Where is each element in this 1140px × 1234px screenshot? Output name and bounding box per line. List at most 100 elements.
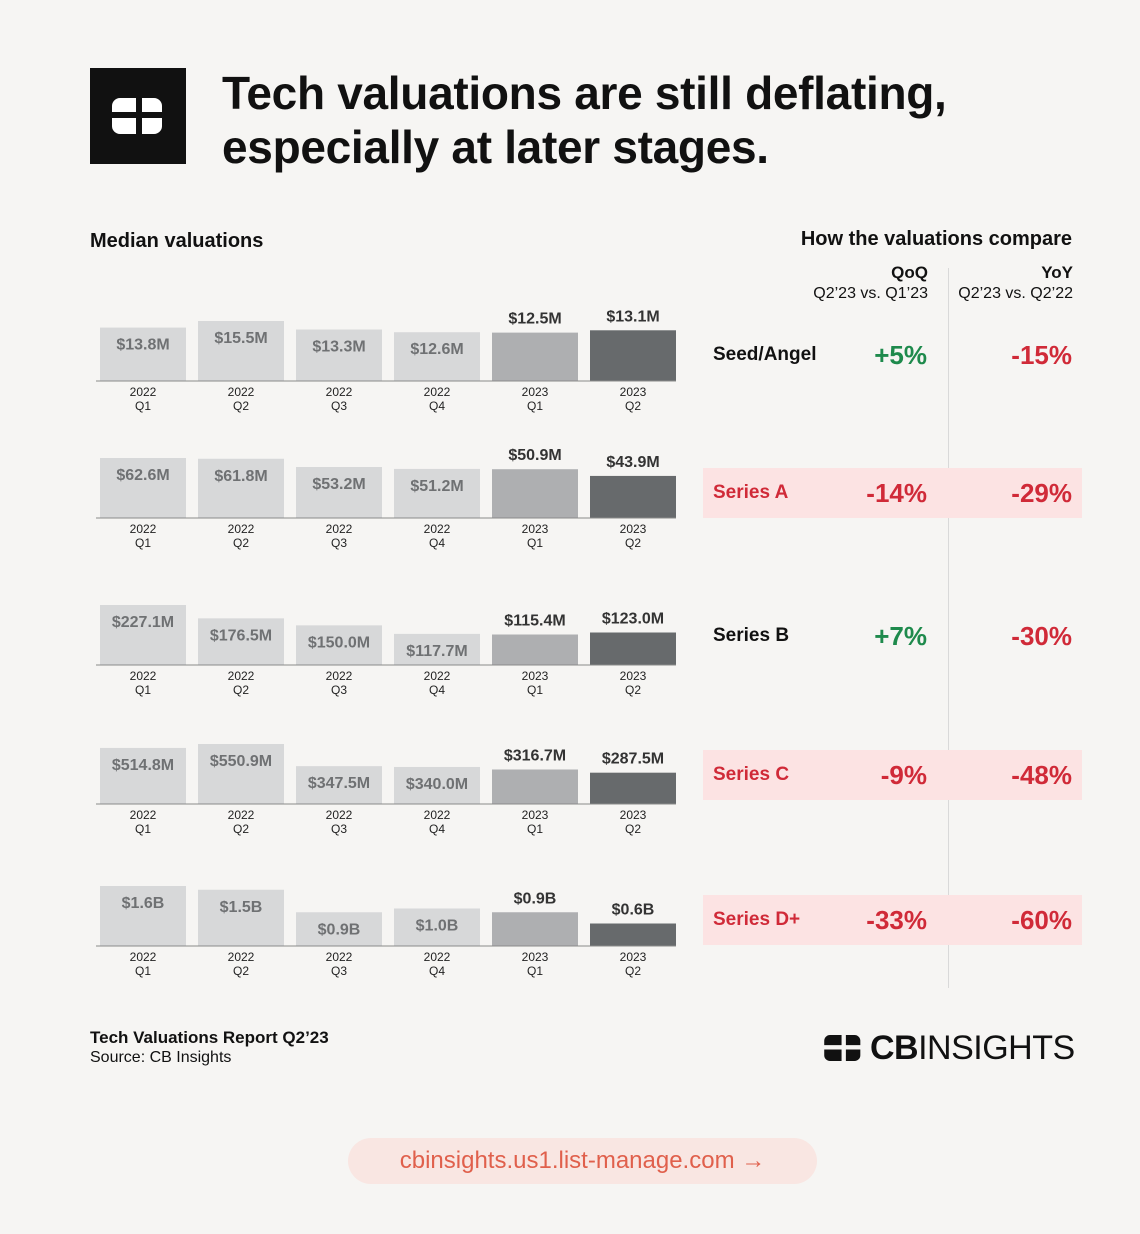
cb-logo-icon (112, 98, 162, 134)
bar-value-label: $51.2M (410, 478, 463, 495)
bar (296, 329, 382, 381)
x-tick-label: 2023 Q1 (522, 950, 549, 978)
bar-value-label: $115.4M (504, 613, 565, 630)
yoy-subtitle: Q2’23 vs. Q2’22 (958, 285, 1073, 302)
brand-rest: INSIGHTS (918, 1028, 1075, 1067)
x-tick-label: 2022 Q2 (228, 808, 255, 836)
bar (198, 889, 284, 946)
x-tick-label: 2023 Q1 (522, 808, 549, 836)
yoy-value: -30% (1011, 621, 1072, 651)
x-tick-label: 2022 Q4 (424, 522, 451, 550)
bar-value-label: $550.9M (210, 753, 272, 770)
stage-label: Series A (713, 482, 789, 503)
stage-label: Series B (713, 625, 790, 646)
bar-value-label: $12.5M (508, 311, 561, 328)
qoq-subtitle: Q2’23 vs. Q1’23 (813, 285, 928, 302)
bar-value-label: $514.8M (112, 757, 174, 774)
bar-value-label: $287.5M (602, 751, 664, 768)
bar-value-label: $0.9B (514, 890, 557, 907)
bar (198, 744, 284, 804)
bar-chart-1: $13.8M 2022 Q1 $15.5M 2022 Q2 $13.3M 2022 Q3 $12.… (96, 308, 676, 413)
bar (100, 605, 186, 665)
yoy-title: YoY (1041, 263, 1073, 282)
cb-brand-icon (824, 1035, 861, 1061)
compare-heading: How the valuations compare (800, 228, 1072, 250)
bar (100, 458, 186, 518)
newsletter-link[interactable]: cbinsights.us1.list-manage.com → (348, 1138, 817, 1184)
bar-chart-5: $1.6B 2022 Q1 $1.5B 2022 Q2 $0.9B 2022 Q3 $1.0B 20… (96, 886, 676, 978)
bar-value-label: $1.6B (122, 895, 165, 912)
stage-label: Series D+ (713, 909, 801, 930)
bar-value-label: $15.5M (214, 330, 267, 347)
bar-value-label: $340.0M (406, 776, 468, 793)
column-divider (948, 268, 949, 988)
qoq-value: -9% (880, 760, 927, 790)
bar-chart-2: $62.6M 2022 Q1 $61.8M 2022 Q2 $53.2M 2022 Q3 $51.… (96, 447, 676, 550)
bar-value-label: $347.5M (308, 775, 370, 792)
yoy-value: -29% (1011, 478, 1072, 508)
bar-value-label: $13.8M (116, 337, 169, 354)
bar (492, 634, 578, 665)
cb-insights-logo: CBINSIGHTS (824, 1028, 1075, 1068)
x-tick-label: 2023 Q1 (522, 669, 549, 697)
compare-row-series-a: Series A -14% -29% (703, 468, 1082, 518)
bar-value-label: $62.6M (116, 467, 169, 484)
bar (590, 475, 676, 518)
qoq-value: +7% (874, 621, 927, 651)
bar-value-label: $43.9M (606, 454, 659, 471)
yoy-value: -60% (1011, 905, 1072, 935)
bar-chart-4: $514.8M 2022 Q1 $550.9M 2022 Q2 $347.5M 2022 Q3 $… (96, 744, 676, 836)
bar (198, 618, 284, 665)
bar (394, 766, 480, 804)
qoq-value: -33% (866, 905, 927, 935)
x-tick-label: 2022 Q4 (424, 669, 451, 697)
bar (296, 467, 382, 518)
bar (296, 766, 382, 804)
bar (492, 469, 578, 518)
bar (590, 772, 676, 804)
x-tick-label: 2023 Q2 (620, 808, 647, 836)
bar-value-label: $117.7M (406, 643, 467, 660)
bar-value-label: $1.5B (220, 899, 263, 916)
x-tick-label: 2022 Q2 (228, 950, 255, 978)
bar (590, 923, 676, 946)
bar (590, 330, 676, 381)
median-valuations-heading: Median valuations (90, 230, 264, 252)
x-tick-label: 2022 Q1 (130, 522, 157, 550)
x-tick-label: 2022 Q3 (326, 950, 353, 978)
x-tick-label: 2023 Q2 (620, 950, 647, 978)
x-tick-label: 2022 Q1 (130, 385, 157, 413)
yoy-value: -15% (1011, 340, 1072, 370)
bar (590, 632, 676, 665)
x-tick-label: 2022 Q2 (228, 385, 255, 413)
report-name: Tech Valuations Report Q2’23 (90, 1028, 329, 1047)
x-tick-label: 2022 Q4 (424, 385, 451, 413)
bar (100, 886, 186, 946)
bar-value-label: $227.1M (112, 614, 174, 631)
bar-value-label: $61.8M (214, 468, 267, 485)
compare-row-series-d-plus: Series D+ -33% -60% (703, 895, 1082, 945)
x-tick-label: 2023 Q2 (620, 385, 647, 413)
qoq-column-header: QoQ Q2’23 vs. Q1’23 (760, 262, 928, 304)
qoq-title: QoQ (891, 263, 928, 282)
yoy-value: -48% (1011, 760, 1072, 790)
page-title: Tech valuations are still deflating, esp… (222, 66, 1082, 174)
x-tick-label: 2022 Q4 (424, 950, 451, 978)
source-note: Source: CB Insights (90, 1049, 232, 1066)
bar (394, 332, 480, 381)
x-tick-label: 2022 Q3 (326, 808, 353, 836)
bar-value-label: $50.9M (508, 447, 561, 464)
bar (492, 332, 578, 381)
bar-chart-3: $227.1M 2022 Q1 $176.5M 2022 Q2 $150.0M 2022 Q3 $… (96, 605, 676, 697)
x-tick-label: 2022 Q2 (228, 669, 255, 697)
bar-value-label: $13.3M (312, 339, 365, 356)
bar (198, 458, 284, 518)
bar (100, 747, 186, 804)
bar-value-label: $53.2M (312, 476, 365, 493)
x-tick-label: 2023 Q1 (522, 522, 549, 550)
bar (296, 625, 382, 665)
bar-value-label: $123.0M (602, 611, 664, 628)
stage-label: Seed/Angel (713, 344, 817, 365)
compare-row-series-b: Series B +7% -30% (703, 611, 1082, 661)
bar (394, 908, 480, 946)
